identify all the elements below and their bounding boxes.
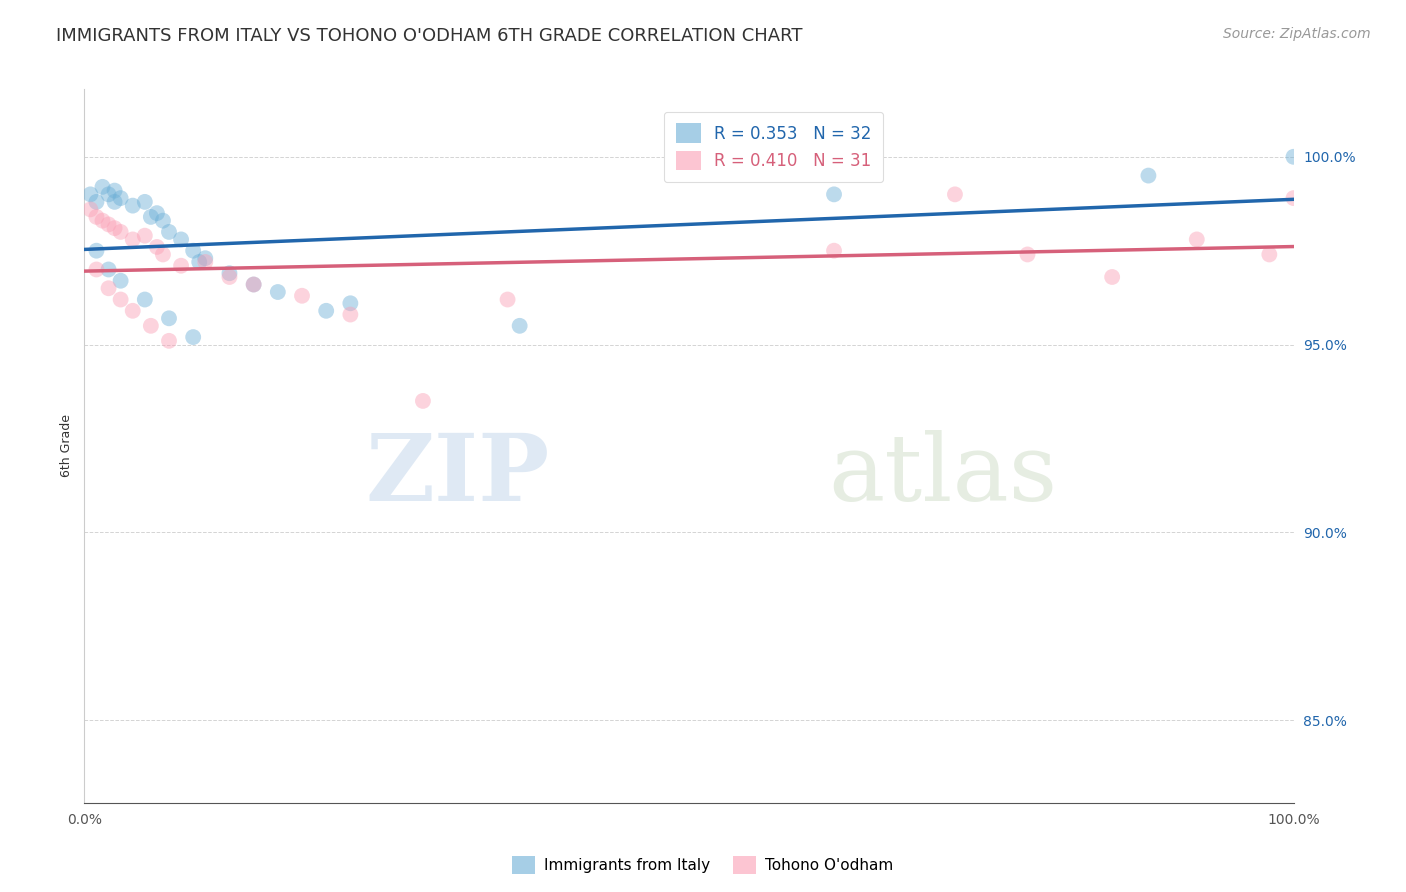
Point xyxy=(110,191,132,205)
Point xyxy=(1017,247,1039,261)
Point xyxy=(823,187,845,202)
Point xyxy=(188,255,211,269)
Point xyxy=(496,293,519,307)
Point xyxy=(79,202,101,217)
Point xyxy=(267,285,290,299)
Point xyxy=(152,213,174,227)
Point xyxy=(139,318,162,333)
Point xyxy=(218,266,240,280)
Point xyxy=(157,334,180,348)
Point xyxy=(1282,191,1305,205)
Point xyxy=(86,244,108,258)
Point xyxy=(157,311,180,326)
Point xyxy=(97,262,120,277)
Point xyxy=(1137,169,1160,183)
Point xyxy=(134,293,156,307)
Point xyxy=(104,221,127,235)
Point xyxy=(315,303,337,318)
Point xyxy=(97,281,120,295)
Point xyxy=(146,240,169,254)
Point xyxy=(339,296,361,310)
Text: atlas: atlas xyxy=(828,430,1057,519)
Point xyxy=(1185,232,1208,246)
Point xyxy=(139,210,162,224)
Legend: Immigrants from Italy, Tohono O'odham: Immigrants from Italy, Tohono O'odham xyxy=(506,850,900,880)
Point xyxy=(97,218,120,232)
Point xyxy=(339,308,361,322)
Point xyxy=(121,199,143,213)
Point xyxy=(1282,150,1305,164)
Point xyxy=(823,244,845,258)
Point xyxy=(110,274,132,288)
Text: IMMIGRANTS FROM ITALY VS TOHONO O'ODHAM 6TH GRADE CORRELATION CHART: IMMIGRANTS FROM ITALY VS TOHONO O'ODHAM … xyxy=(56,27,803,45)
Point xyxy=(91,179,114,194)
Point xyxy=(134,228,156,243)
Point xyxy=(91,213,114,227)
Point xyxy=(170,259,193,273)
Point xyxy=(110,225,132,239)
Point xyxy=(181,244,204,258)
Y-axis label: 6th Grade: 6th Grade xyxy=(60,415,73,477)
Point xyxy=(86,262,108,277)
Point xyxy=(86,194,108,209)
Legend: R = 0.353   N = 32, R = 0.410   N = 31: R = 0.353 N = 32, R = 0.410 N = 31 xyxy=(664,112,883,182)
Point xyxy=(242,277,264,292)
Point xyxy=(146,206,169,220)
Point xyxy=(110,293,132,307)
Point xyxy=(509,318,531,333)
Point xyxy=(97,187,120,202)
Point xyxy=(170,232,193,246)
Point xyxy=(104,194,127,209)
Point xyxy=(121,303,143,318)
Text: ZIP: ZIP xyxy=(366,430,550,519)
Point xyxy=(104,184,127,198)
Point xyxy=(157,225,180,239)
Point xyxy=(181,330,204,344)
Point xyxy=(1101,270,1123,285)
Point xyxy=(121,232,143,246)
Point xyxy=(218,270,240,285)
Point xyxy=(79,187,101,202)
Point xyxy=(152,247,174,261)
Point xyxy=(291,289,314,303)
Point xyxy=(412,393,434,408)
Point xyxy=(194,251,217,265)
Point xyxy=(134,194,156,209)
Point xyxy=(86,210,108,224)
Point xyxy=(943,187,966,202)
Text: Source: ZipAtlas.com: Source: ZipAtlas.com xyxy=(1223,27,1371,41)
Point xyxy=(242,277,264,292)
Point xyxy=(194,255,217,269)
Point xyxy=(1258,247,1281,261)
